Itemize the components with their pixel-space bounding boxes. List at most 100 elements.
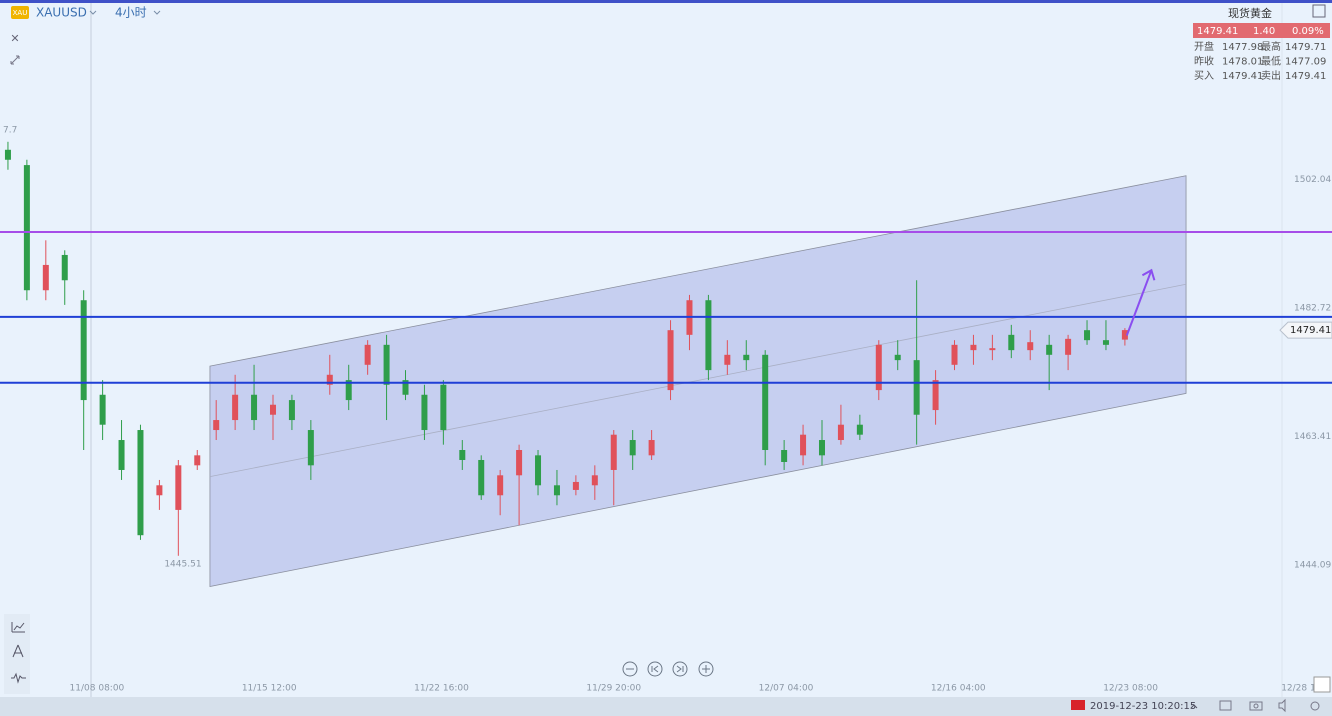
- flag: [1071, 700, 1085, 710]
- candle-body: [553, 485, 560, 496]
- quote-value: 1479.41: [1285, 71, 1326, 82]
- candle-body: [1102, 340, 1109, 345]
- quote-value: 1479.41: [1222, 71, 1263, 82]
- top-border: [0, 0, 1332, 3]
- zoom-out[interactable]: [622, 661, 638, 677]
- candle-body: [610, 434, 617, 470]
- candle-body: [1027, 342, 1034, 351]
- candle-body: [61, 254, 68, 281]
- candle-body: [175, 465, 182, 510]
- candle-body: [989, 348, 996, 351]
- candle-body: [856, 424, 863, 435]
- candle-body: [516, 450, 523, 476]
- quote-key: 开盘: [1194, 40, 1214, 53]
- quote-value: 1477.09: [1285, 57, 1326, 68]
- candle-body: [1065, 338, 1072, 355]
- plot: 1502.04 1482.72 1463.41 1444.09 11/08 08:00 1…: [0, 125, 1332, 694]
- y-tick-label: 1482.72: [1294, 304, 1331, 314]
- quote-name: 现货黄金: [1228, 6, 1272, 20]
- candle-body: [572, 481, 579, 490]
- candle-body: [800, 434, 807, 456]
- candle-body: [705, 300, 712, 371]
- low-label: 1445.51: [164, 559, 201, 569]
- scroll-left[interactable]: [647, 661, 663, 677]
- candle-body: [421, 394, 428, 431]
- candle-body: [818, 440, 825, 456]
- quote-change: 1.40: [1253, 26, 1275, 37]
- x-tick-label: 12/07 04:00: [759, 684, 814, 694]
- draw-tool[interactable]: [12, 644, 24, 658]
- x-tick-label: 12/23 08:00: [1103, 684, 1158, 694]
- quote-value: 1477.98: [1222, 42, 1263, 53]
- shrink-icon[interactable]: [10, 55, 20, 65]
- quote-key: 最低: [1261, 55, 1281, 68]
- candle-body: [232, 394, 239, 421]
- candle-body: [4, 149, 11, 160]
- candle-body: [1084, 330, 1091, 341]
- panel-toggle[interactable]: [1312, 4, 1326, 18]
- icon-text: XAU: [13, 9, 28, 17]
- indicator-tool[interactable]: [11, 622, 25, 633]
- quote-change-pct: 0.09%: [1292, 26, 1324, 37]
- nav-buttons: [622, 661, 714, 677]
- candle-body: [364, 344, 371, 365]
- candle-body: [648, 440, 655, 456]
- quote-bar: [1193, 23, 1330, 38]
- channel-fill: [209, 175, 1187, 587]
- window-icon[interactable]: [1219, 700, 1232, 711]
- x-tick-label: 11/22 16:00: [414, 684, 469, 694]
- candle-body: [951, 344, 958, 365]
- price-tag-label: 1479.41: [1290, 325, 1331, 336]
- candle-body: [535, 455, 542, 486]
- quote-key: 买入: [1194, 70, 1214, 82]
- high-label: 7.7: [3, 125, 17, 135]
- candle-body: [383, 344, 390, 385]
- expand-icon[interactable]: [1190, 704, 1198, 709]
- candle-body: [970, 344, 977, 351]
- candle-body: [269, 404, 276, 415]
- candle-body: [326, 374, 333, 385]
- candle-body: [478, 459, 485, 496]
- symbol-icon: [11, 6, 29, 19]
- dropdown-icon[interactable]: [89, 10, 97, 15]
- logo: [1313, 676, 1331, 693]
- interval[interactable]: 4小时: [115, 6, 147, 20]
- candle-body: [307, 430, 314, 466]
- status-datetime: 2019-12-23 10:20:15: [1090, 701, 1196, 712]
- candle-body: [137, 430, 144, 536]
- quote-price: 1479.41: [1197, 26, 1238, 37]
- dropdown-icon[interactable]: [153, 10, 161, 15]
- x-tick-label: 12/28 16:: [1281, 684, 1324, 694]
- quote-value: 1478.01: [1222, 57, 1263, 68]
- sound-icon[interactable]: [1278, 698, 1286, 713]
- candle-body: [667, 330, 674, 391]
- candle-body: [762, 354, 769, 451]
- status-icons: [1219, 698, 1320, 713]
- candle-body: [23, 165, 30, 291]
- camera-icon[interactable]: [1249, 701, 1263, 711]
- candle-body: [80, 300, 87, 401]
- candle-body: [1046, 344, 1053, 355]
- candle-body: [1008, 334, 1015, 351]
- candle-body: [345, 380, 352, 401]
- quote-key: 最高: [1261, 40, 1281, 53]
- candle-body: [591, 475, 598, 486]
- scroll-right[interactable]: [672, 661, 688, 677]
- settings-icon[interactable]: [1310, 701, 1320, 711]
- candle-body: [194, 455, 201, 466]
- tool-panel: [4, 614, 30, 694]
- candle-body: [440, 384, 447, 431]
- close-icon[interactable]: ✕: [10, 32, 19, 45]
- x-tick-label: 11/29 20:00: [586, 684, 641, 694]
- symbol[interactable]: XAUUSD: [36, 6, 87, 20]
- status-bar: [0, 697, 1332, 716]
- zoom-in[interactable]: [698, 661, 714, 677]
- wave-tool[interactable]: [11, 672, 26, 684]
- candle-body: [459, 450, 466, 460]
- candle-body: [1121, 330, 1128, 340]
- candle-body: [629, 440, 636, 456]
- x-tick-label: 12/16 04:00: [931, 684, 986, 694]
